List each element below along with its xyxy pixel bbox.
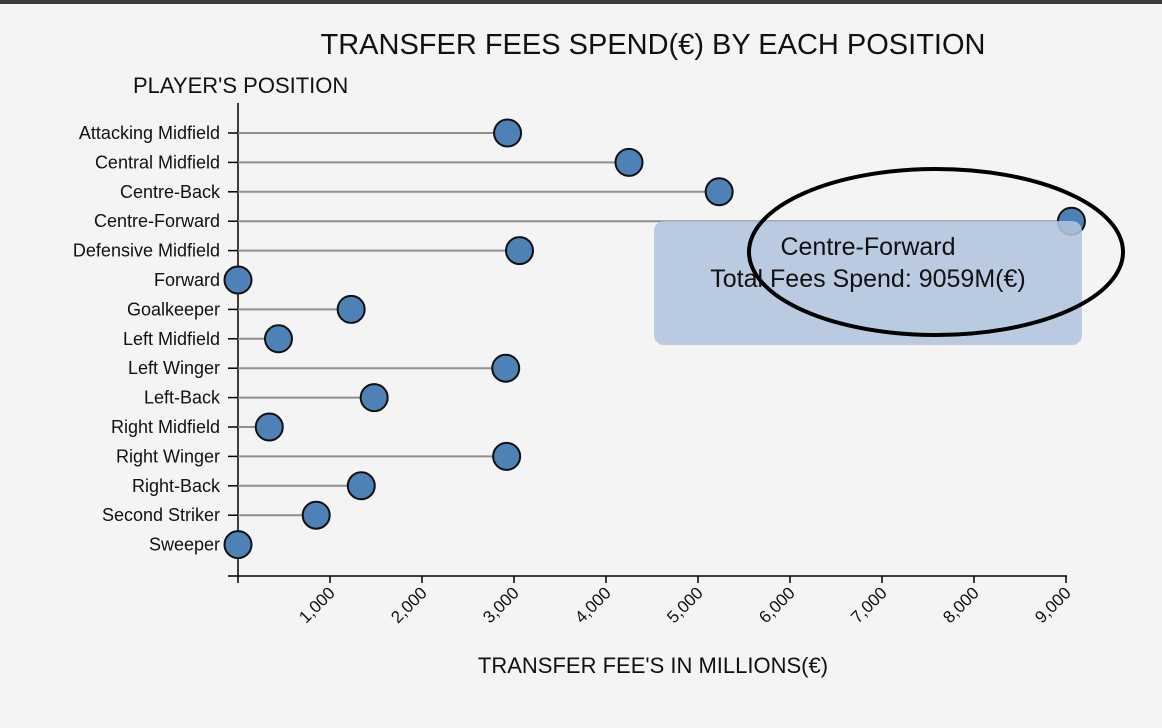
lollipop-dot[interactable] xyxy=(346,471,376,501)
x-tick-label: 5,000 xyxy=(663,583,707,627)
category-label: Second Striker xyxy=(102,505,220,525)
x-tick-label: 9,000 xyxy=(1031,583,1075,627)
lollipop-dot[interactable] xyxy=(704,177,734,207)
x-tick-label: 6,000 xyxy=(755,583,799,627)
x-tick-label: 2,000 xyxy=(387,583,431,627)
x-tick-label: 3,000 xyxy=(479,583,523,627)
window-top-bar xyxy=(0,0,1162,4)
category-label: Attacking Midfield xyxy=(79,123,220,143)
plot-area: 1,000 2,000 3,000 4,000 5,000 6,000 7,000 8,000… xyxy=(73,103,1086,627)
lollipop-dot[interactable] xyxy=(491,353,521,383)
category-label: Goalkeeper xyxy=(127,299,220,319)
category-label: Right Midfield xyxy=(111,417,220,437)
x-tick-label: 8,000 xyxy=(939,583,983,627)
tooltip-title: Centre-Forward xyxy=(780,233,956,261)
tooltip-text: Total Fees Spend: 9059M(€) xyxy=(710,265,1026,293)
category-label: Left Winger xyxy=(128,358,220,378)
category-label: Central Midfield xyxy=(95,152,220,172)
lollipop-dot[interactable] xyxy=(492,441,522,471)
lollipop-dot[interactable] xyxy=(493,118,523,148)
lollipop-dot[interactable] xyxy=(359,383,389,413)
category-label: Right Winger xyxy=(116,446,220,466)
x-tick-label: 4,000 xyxy=(571,583,615,627)
tooltip: Centre-Forward Total Fees Spend: 9059M(€… xyxy=(654,221,1082,345)
category-label: Sweeper xyxy=(149,535,220,555)
y-axis-title: PLAYER'S POSITION xyxy=(133,73,348,98)
x-tick-label: 1,000 xyxy=(295,583,339,627)
lollipop-dot[interactable] xyxy=(614,147,644,177)
category-label: Forward xyxy=(154,270,220,290)
category-label: Centre-Back xyxy=(120,182,221,202)
x-tick-label: 7,000 xyxy=(847,583,891,627)
lollipop-dot[interactable] xyxy=(505,236,535,266)
category-label: Left Midfield xyxy=(123,329,220,349)
lollipop-dot[interactable] xyxy=(301,500,331,530)
lollipop-dot[interactable] xyxy=(223,530,253,560)
chart-title: TRANSFER FEES SPEND(€) BY EACH POSITION xyxy=(321,29,986,61)
x-axis-title: TRANSFER FEE'S IN MILLIONS(€) xyxy=(478,653,828,678)
category-label: Defensive Midfield xyxy=(73,241,220,261)
lollipop-dot[interactable] xyxy=(254,412,284,442)
category-label: Right-Back xyxy=(132,476,221,496)
lollipop-dot[interactable] xyxy=(263,324,293,354)
lollipop-dot[interactable] xyxy=(223,265,253,295)
category-label: Centre-Forward xyxy=(94,211,220,231)
lollipop-dot[interactable] xyxy=(336,294,366,324)
category-label: Left-Back xyxy=(144,388,221,408)
